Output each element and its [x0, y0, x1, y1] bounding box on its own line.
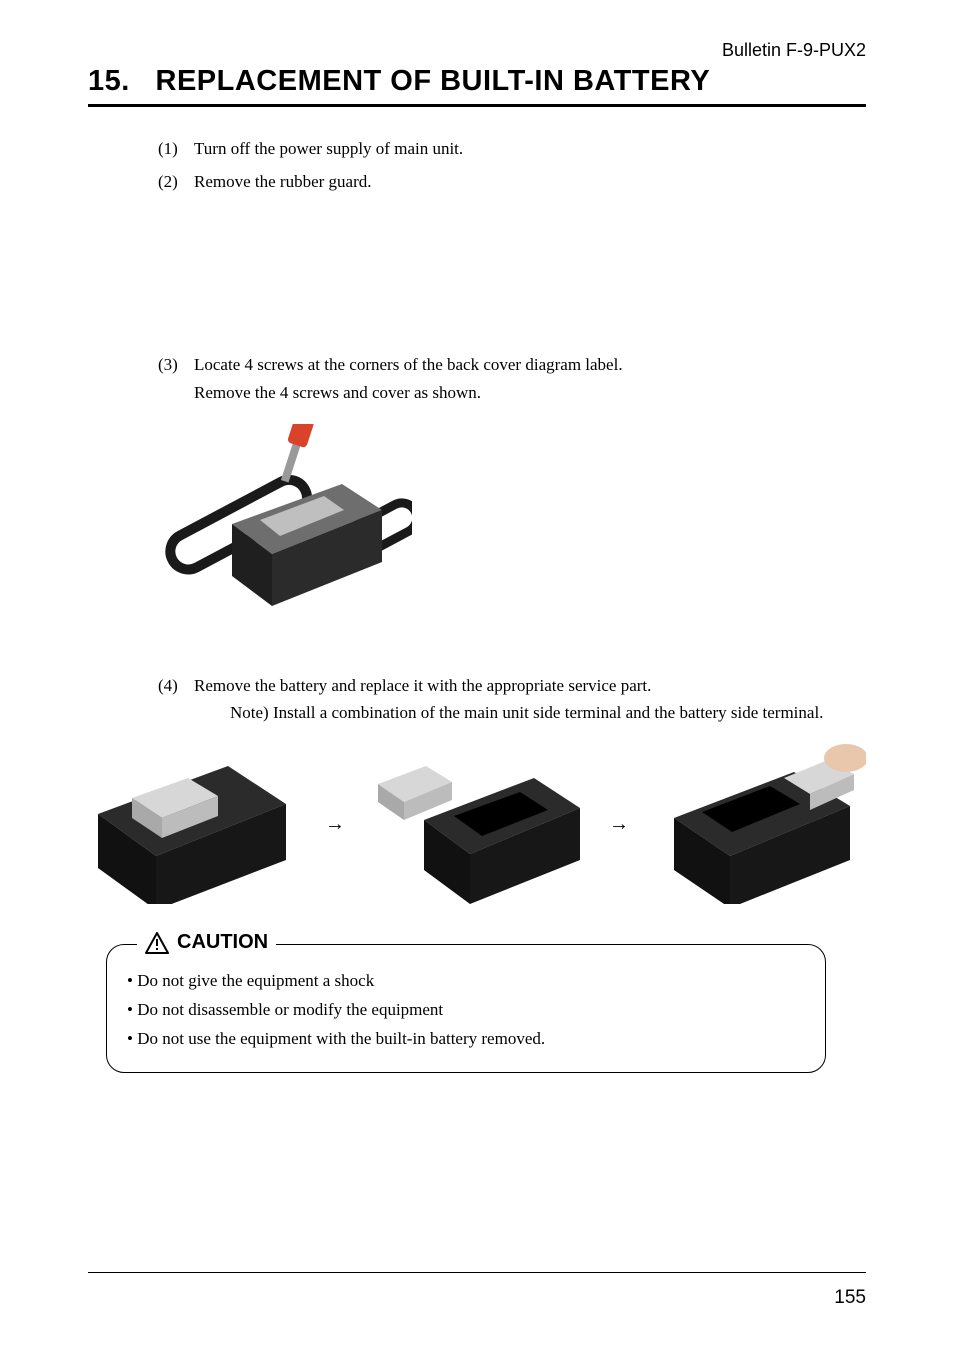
caution-item-3: Do not use the equipment with the built-…: [127, 1025, 805, 1054]
step-3-line2: Remove the 4 screws and cover as shown.: [194, 379, 623, 406]
section-title-text: REPLACEMENT OF BUILT-IN BATTERY: [156, 65, 711, 97]
step-1: (1) Turn off the power supply of main un…: [158, 135, 866, 162]
step-1-text: Turn off the power supply of main unit.: [194, 135, 463, 162]
step-2-num: (2): [158, 168, 194, 195]
caution-item-1: Do not give the equipment a shock: [127, 967, 805, 996]
figure-seq-1: [88, 744, 298, 904]
bulletin-id: Bulletin F-9-PUX2: [88, 40, 866, 61]
figure-seq-2: [372, 744, 582, 904]
arrow-1: →: [319, 813, 351, 836]
step-2: (2) Remove the rubber guard.: [158, 168, 866, 195]
step-3: (3) Locate 4 screws at the corners of th…: [158, 351, 866, 405]
figure-seq-3: [656, 744, 866, 904]
caution-box: CAUTION Do not give the equipment a shoc…: [106, 944, 826, 1073]
footer-rule: [88, 1272, 866, 1273]
step-4-line1: Remove the battery and replace it with t…: [194, 672, 823, 699]
step-1-num: (1): [158, 135, 194, 162]
caution-label: CAUTION: [177, 931, 268, 954]
page-number: 155: [834, 1287, 866, 1309]
step-3-num: (3): [158, 351, 194, 405]
step-4-num: (4): [158, 672, 194, 726]
step-2-text: Remove the rubber guard.: [194, 168, 372, 195]
caution-item-2: Do not disassemble or modify the equipme…: [127, 996, 805, 1025]
section-number: 15.: [88, 65, 130, 97]
section-title: 15. REPLACEMENT OF BUILT-IN BATTERY: [88, 65, 866, 107]
step-4-note: Note) Install a combination of the main …: [230, 699, 823, 726]
warning-icon: [145, 932, 169, 954]
figure-battery-sequence: → →: [88, 744, 866, 904]
figure-gap-1: [158, 201, 866, 351]
step-4: (4) Remove the battery and replace it wi…: [158, 672, 866, 726]
arrow-2: →: [603, 813, 635, 836]
step-3-line1: Locate 4 screws at the corners of the ba…: [194, 351, 623, 378]
caution-legend: CAUTION: [137, 931, 276, 954]
figure-remove-cover: [152, 424, 412, 644]
